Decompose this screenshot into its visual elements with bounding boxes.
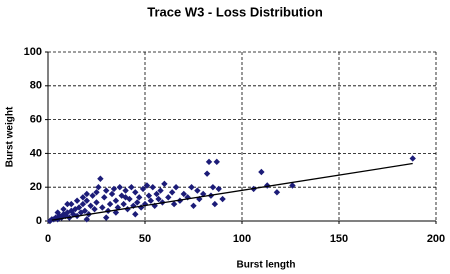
point (180, 190, 187, 198)
point (46, 217, 54, 225)
point (116, 184, 123, 191)
point (91, 205, 98, 213)
point (170, 200, 178, 208)
point (165, 194, 172, 201)
point (120, 200, 127, 208)
point (81, 207, 89, 215)
point (211, 200, 219, 208)
point (153, 190, 160, 198)
point (75, 204, 83, 211)
point (409, 155, 416, 162)
point (126, 195, 133, 203)
point (196, 195, 203, 203)
point (97, 175, 104, 182)
point (64, 200, 71, 208)
point (134, 199, 141, 206)
point (83, 216, 90, 223)
point (110, 185, 118, 193)
point (194, 187, 201, 194)
point (147, 197, 155, 204)
trendline (51, 162, 413, 221)
point (95, 184, 102, 191)
point (73, 197, 81, 204)
x-tick-label: 100 (233, 233, 251, 245)
point (219, 195, 226, 203)
y-tick-label: 60 (30, 114, 42, 126)
point (205, 158, 213, 166)
point (139, 185, 147, 193)
x-tick-label: 0 (45, 233, 51, 245)
point (93, 199, 100, 206)
x-tick-label: 200 (427, 233, 445, 245)
point (83, 197, 90, 204)
y-tick-label: 20 (30, 181, 42, 193)
point (103, 214, 110, 221)
point (112, 197, 120, 204)
point (273, 189, 281, 196)
point (215, 185, 222, 193)
point (128, 184, 135, 191)
point (155, 195, 162, 203)
point (68, 200, 75, 208)
point (161, 180, 168, 188)
point (79, 200, 87, 208)
point (87, 202, 94, 209)
point (89, 192, 96, 199)
point (101, 194, 108, 201)
point (132, 211, 139, 218)
point (60, 205, 67, 213)
y-tick-label: 100 (24, 46, 42, 58)
point (172, 184, 180, 191)
point (79, 194, 87, 201)
point (54, 209, 61, 216)
point (83, 190, 90, 198)
point (93, 189, 100, 196)
point (258, 168, 265, 176)
y-tick-label: 40 (30, 147, 42, 159)
point (135, 194, 143, 201)
point (149, 184, 156, 191)
point (190, 202, 197, 209)
point (108, 190, 116, 198)
point (99, 204, 106, 211)
point (106, 200, 114, 208)
point (132, 189, 139, 196)
x-axis-label: Burst length (237, 260, 296, 271)
point (103, 187, 110, 194)
y-axis-label: Burst weight (5, 106, 16, 167)
point (122, 187, 129, 194)
point (289, 182, 296, 189)
point (157, 187, 164, 194)
point (143, 182, 151, 189)
point (145, 192, 153, 199)
y-tick-label: 80 (30, 80, 42, 92)
point (168, 189, 176, 196)
point (122, 194, 129, 201)
point (213, 158, 220, 166)
x-tick-label: 50 (139, 233, 151, 245)
y-tick-label: 0 (36, 215, 42, 227)
point (188, 184, 195, 191)
chart-title: Trace W3 - Loss Distribution (147, 4, 323, 19)
point (203, 170, 211, 177)
point (209, 184, 217, 191)
x-tick-label: 150 (330, 233, 348, 245)
